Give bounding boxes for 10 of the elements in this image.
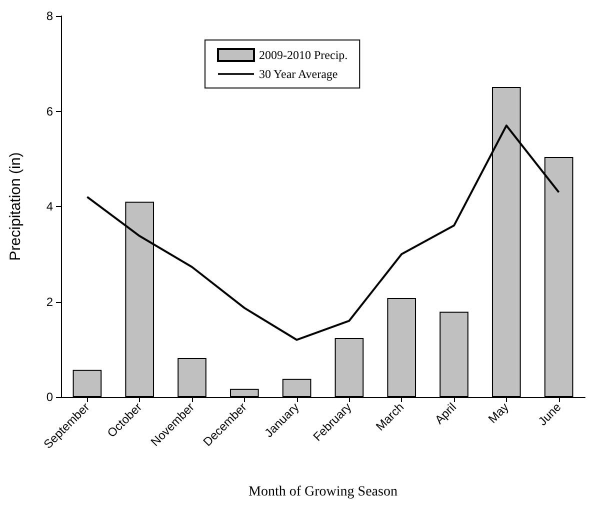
y-tick-label: 4 (46, 200, 54, 214)
y-tick-label: 6 (46, 104, 54, 118)
x-axis-title: Month of Growing Season (248, 484, 398, 500)
y-tick-label: 8 (46, 9, 54, 23)
legend-label: 30 Year Average (259, 67, 338, 81)
y-axis-title: Precipitation (in) (7, 152, 24, 261)
legend-label: 2009-2010 Precip. (259, 48, 348, 62)
y-tick-label: 0 (46, 390, 54, 404)
y-tick-label: 2 (46, 294, 54, 309)
x-tick-label: May (485, 400, 512, 426)
